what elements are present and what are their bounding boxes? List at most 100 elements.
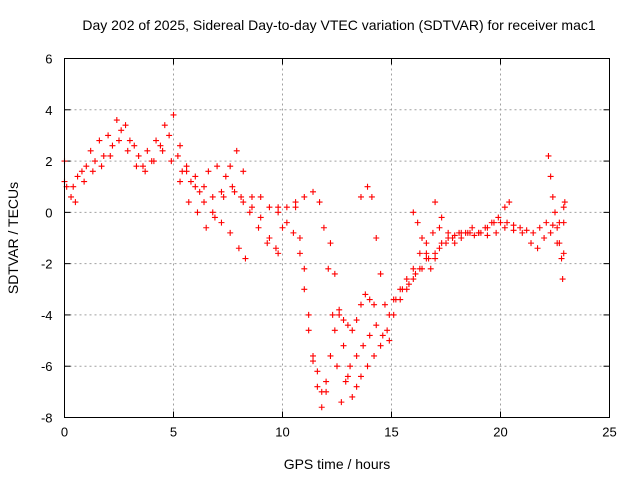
- data-point: [423, 250, 430, 257]
- data-point: [373, 235, 380, 241]
- data-point: [320, 224, 327, 231]
- data-point: [218, 188, 225, 195]
- y-tick-label: -4: [41, 308, 53, 323]
- data-point: [266, 204, 273, 211]
- data-point: [556, 240, 563, 247]
- data-point: [126, 137, 133, 144]
- data-point: [534, 245, 541, 252]
- data-point: [229, 183, 236, 190]
- data-point: [432, 199, 439, 206]
- data-point: [290, 229, 297, 236]
- data-point: [83, 163, 90, 170]
- data-point: [560, 250, 567, 257]
- data-point: [96, 137, 103, 144]
- data-point: [458, 235, 465, 241]
- data-point: [78, 168, 85, 175]
- series-track-j: [432, 199, 567, 247]
- data-point: [384, 327, 391, 334]
- data-point: [493, 229, 500, 236]
- data-point: [183, 163, 190, 170]
- x-tick-label: 5: [170, 425, 177, 440]
- data-point: [211, 214, 218, 221]
- data-point: [338, 399, 345, 406]
- data-point: [231, 188, 238, 195]
- data-point: [168, 158, 175, 165]
- data-point: [240, 199, 247, 206]
- data-point: [353, 383, 360, 390]
- data-point: [323, 378, 330, 385]
- data-point: [325, 265, 332, 272]
- data-point: [161, 122, 168, 129]
- data-point: [475, 229, 482, 236]
- series-track-b: [61, 117, 282, 257]
- data-point: [113, 117, 120, 124]
- data-point: [301, 265, 308, 272]
- data-point: [559, 276, 566, 283]
- data-point: [159, 147, 166, 154]
- data-point: [357, 373, 364, 380]
- data-point: [301, 193, 308, 200]
- data-point: [340, 317, 347, 324]
- data-point: [201, 183, 208, 190]
- data-point: [74, 173, 81, 180]
- data-point: [257, 193, 264, 200]
- data-points: [61, 111, 568, 411]
- data-point: [561, 199, 568, 206]
- data-point: [360, 342, 367, 349]
- data-point: [305, 327, 312, 334]
- data-point: [416, 250, 423, 257]
- data-point: [549, 222, 556, 229]
- data-point: [458, 229, 465, 236]
- data-point: [275, 250, 282, 257]
- data-point: [510, 227, 517, 234]
- data-point: [501, 204, 508, 211]
- data-point: [381, 301, 388, 308]
- data-point: [364, 363, 371, 370]
- data-point: [98, 163, 105, 170]
- data-point: [451, 240, 458, 247]
- data-point: [523, 227, 530, 234]
- data-point: [517, 224, 524, 231]
- data-point: [368, 193, 375, 200]
- data-point: [283, 219, 290, 226]
- data-point: [72, 199, 79, 206]
- data-point: [275, 204, 282, 211]
- data-point: [371, 352, 378, 359]
- data-point: [248, 204, 255, 211]
- series-track-c: [63, 137, 286, 252]
- data-point: [545, 152, 552, 159]
- data-point: [353, 317, 360, 324]
- data-point: [310, 352, 317, 359]
- data-point: [386, 311, 393, 318]
- data-point: [344, 322, 351, 329]
- data-point: [220, 193, 227, 200]
- data-point: [558, 255, 565, 262]
- data-point: [495, 214, 502, 221]
- data-point: [484, 224, 491, 231]
- data-point: [331, 327, 338, 334]
- data-point: [316, 199, 323, 206]
- data-point: [419, 265, 426, 272]
- data-point: [501, 224, 508, 231]
- data-point: [436, 245, 443, 252]
- data-point: [124, 147, 131, 154]
- data-point: [310, 358, 317, 365]
- x-tick-label: 0: [61, 425, 68, 440]
- data-point: [240, 168, 247, 175]
- data-point: [105, 132, 112, 139]
- data-point: [427, 265, 434, 272]
- data-point: [371, 301, 378, 308]
- data-point: [403, 276, 410, 283]
- data-point: [327, 352, 334, 359]
- data-point: [432, 250, 439, 257]
- data-point: [357, 193, 364, 200]
- data-point: [451, 232, 458, 239]
- data-point: [347, 363, 354, 370]
- data-point: [174, 152, 181, 159]
- data-point: [144, 147, 151, 154]
- data-point: [445, 235, 452, 241]
- data-point: [196, 188, 203, 195]
- data-point: [377, 342, 384, 349]
- data-point: [560, 204, 567, 211]
- data-point: [166, 132, 173, 139]
